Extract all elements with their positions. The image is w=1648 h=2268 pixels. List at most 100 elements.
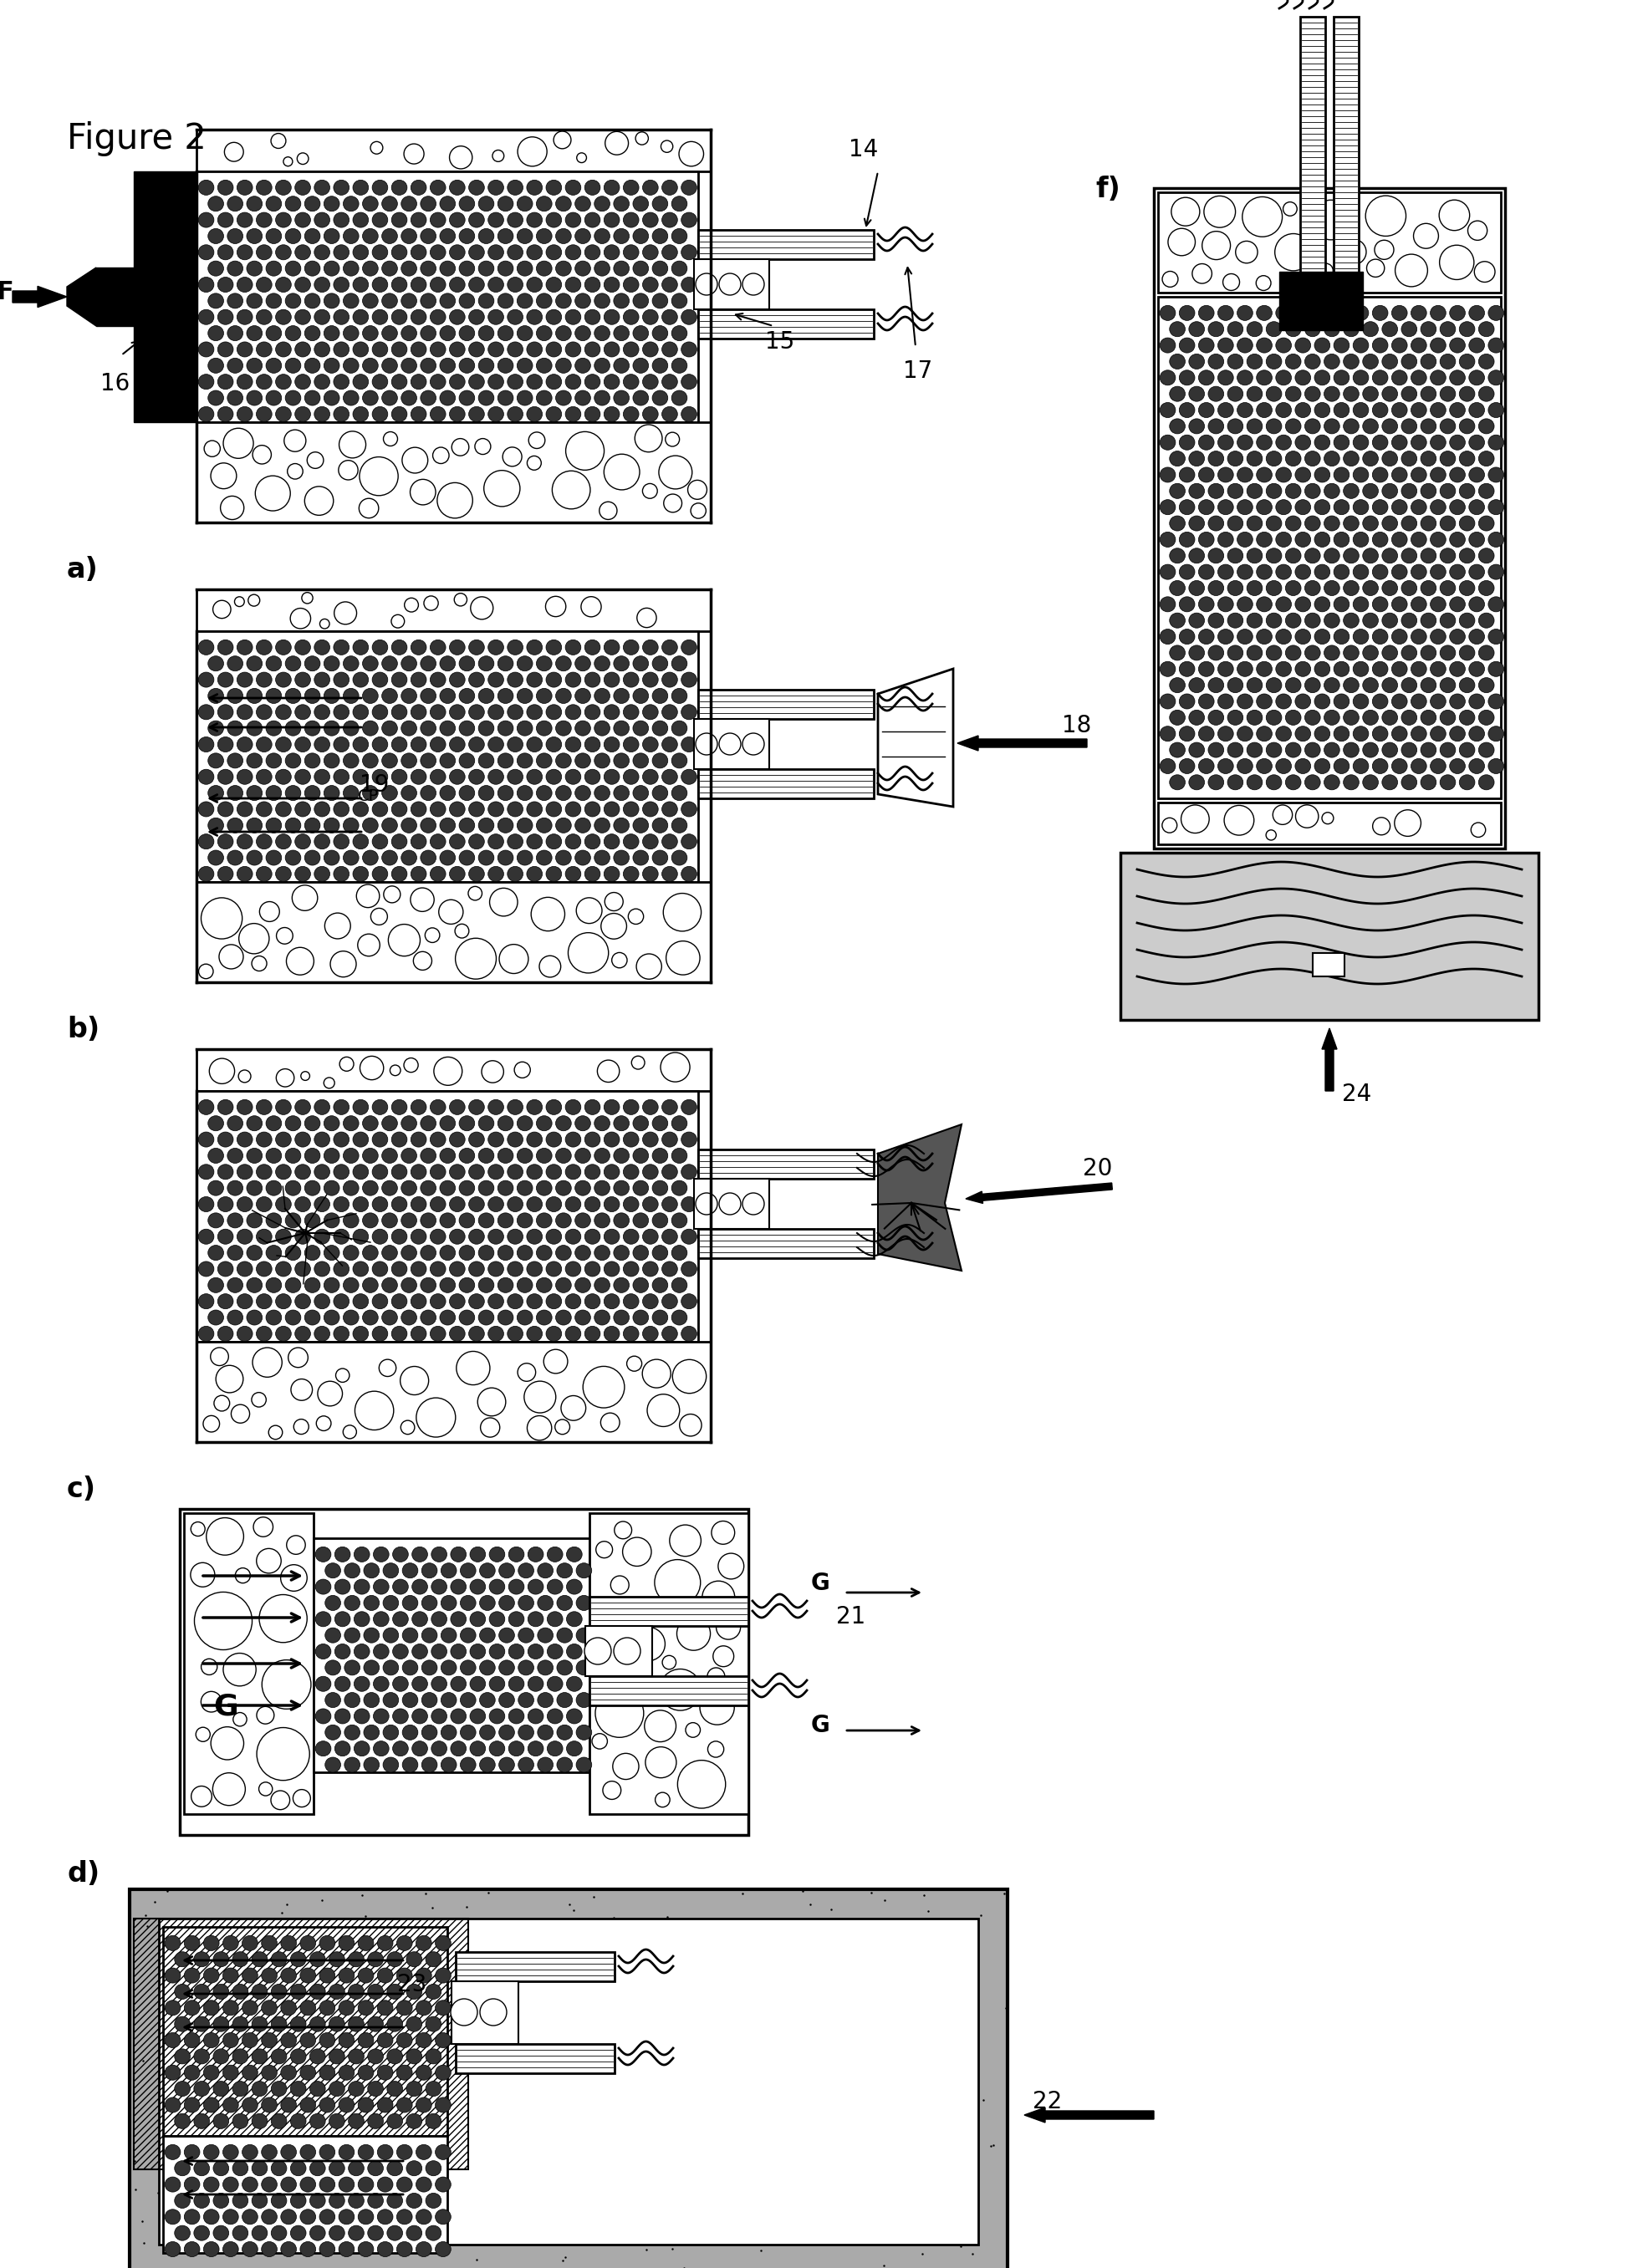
Ellipse shape [468, 342, 485, 356]
Circle shape [656, 1792, 669, 1808]
Ellipse shape [377, 2209, 392, 2225]
Ellipse shape [585, 1229, 600, 1245]
Circle shape [719, 1193, 742, 1216]
Ellipse shape [1228, 354, 1243, 370]
Ellipse shape [194, 2193, 209, 2209]
Ellipse shape [430, 179, 445, 195]
Ellipse shape [1333, 401, 1350, 417]
Ellipse shape [1478, 451, 1495, 467]
Ellipse shape [305, 293, 320, 308]
Ellipse shape [509, 1742, 524, 1755]
Ellipse shape [257, 1198, 272, 1211]
Ellipse shape [575, 1182, 590, 1195]
Ellipse shape [440, 689, 455, 703]
Ellipse shape [300, 2209, 316, 2225]
Ellipse shape [527, 179, 542, 195]
Ellipse shape [242, 2146, 257, 2159]
Ellipse shape [517, 1594, 534, 1610]
Ellipse shape [585, 640, 600, 655]
Ellipse shape [343, 655, 359, 671]
Ellipse shape [218, 1163, 234, 1179]
Bar [590, 1513, 748, 1814]
Ellipse shape [1363, 451, 1378, 467]
Ellipse shape [333, 1163, 349, 1179]
Circle shape [695, 1193, 717, 1216]
Ellipse shape [460, 293, 475, 308]
Ellipse shape [1353, 401, 1368, 417]
Ellipse shape [603, 406, 620, 422]
Ellipse shape [440, 785, 455, 801]
Ellipse shape [412, 1547, 427, 1563]
Circle shape [602, 914, 626, 939]
Ellipse shape [435, 2241, 452, 2257]
Ellipse shape [555, 1116, 572, 1132]
Bar [694, 259, 770, 308]
FancyArrow shape [957, 735, 1088, 751]
Ellipse shape [653, 850, 667, 866]
Ellipse shape [400, 655, 417, 671]
Ellipse shape [1170, 678, 1185, 692]
Ellipse shape [1440, 646, 1455, 660]
Ellipse shape [555, 1277, 572, 1293]
Circle shape [664, 494, 682, 513]
Ellipse shape [407, 2048, 422, 2064]
Ellipse shape [285, 655, 302, 671]
Ellipse shape [1256, 694, 1272, 710]
Ellipse shape [252, 2193, 267, 2209]
Circle shape [569, 932, 608, 973]
Ellipse shape [218, 374, 234, 390]
Circle shape [524, 1381, 555, 1413]
Ellipse shape [1363, 742, 1378, 758]
Ellipse shape [1440, 776, 1455, 789]
Ellipse shape [450, 1293, 465, 1309]
Ellipse shape [252, 2048, 267, 2064]
Ellipse shape [1160, 435, 1175, 449]
Ellipse shape [208, 850, 224, 866]
Ellipse shape [330, 2193, 344, 2209]
Ellipse shape [364, 1628, 379, 1642]
Ellipse shape [247, 655, 262, 671]
Ellipse shape [1468, 306, 1485, 320]
Ellipse shape [1305, 354, 1320, 370]
Ellipse shape [1305, 549, 1320, 562]
Ellipse shape [442, 1594, 456, 1610]
Circle shape [287, 948, 313, 975]
Ellipse shape [1343, 386, 1360, 401]
Ellipse shape [407, 2161, 422, 2175]
Circle shape [545, 596, 565, 617]
Ellipse shape [1305, 515, 1320, 531]
Ellipse shape [415, 2209, 432, 2225]
Ellipse shape [242, 2098, 257, 2112]
Ellipse shape [363, 358, 377, 374]
Ellipse shape [420, 1116, 437, 1132]
Ellipse shape [315, 801, 330, 816]
Ellipse shape [527, 801, 542, 816]
Ellipse shape [397, 2177, 412, 2191]
Ellipse shape [333, 1327, 349, 1340]
Ellipse shape [1248, 612, 1262, 628]
Ellipse shape [392, 1613, 409, 1626]
Ellipse shape [203, 2066, 219, 2080]
Ellipse shape [1478, 710, 1495, 726]
Circle shape [1201, 231, 1231, 259]
Ellipse shape [508, 1327, 522, 1340]
Ellipse shape [363, 1182, 377, 1195]
Ellipse shape [1188, 742, 1205, 758]
Ellipse shape [325, 1726, 341, 1740]
Ellipse shape [315, 1132, 330, 1148]
Ellipse shape [468, 769, 485, 785]
Ellipse shape [1276, 370, 1292, 386]
Ellipse shape [547, 1742, 564, 1755]
Ellipse shape [198, 1163, 214, 1179]
Ellipse shape [1383, 420, 1398, 433]
Ellipse shape [442, 1692, 456, 1708]
Ellipse shape [1323, 354, 1340, 370]
Ellipse shape [315, 179, 330, 195]
Ellipse shape [344, 1726, 359, 1740]
Ellipse shape [480, 1758, 494, 1771]
Ellipse shape [392, 374, 407, 390]
Ellipse shape [603, 640, 620, 655]
Ellipse shape [1228, 710, 1243, 726]
Ellipse shape [272, 2114, 287, 2130]
Ellipse shape [1333, 306, 1350, 320]
